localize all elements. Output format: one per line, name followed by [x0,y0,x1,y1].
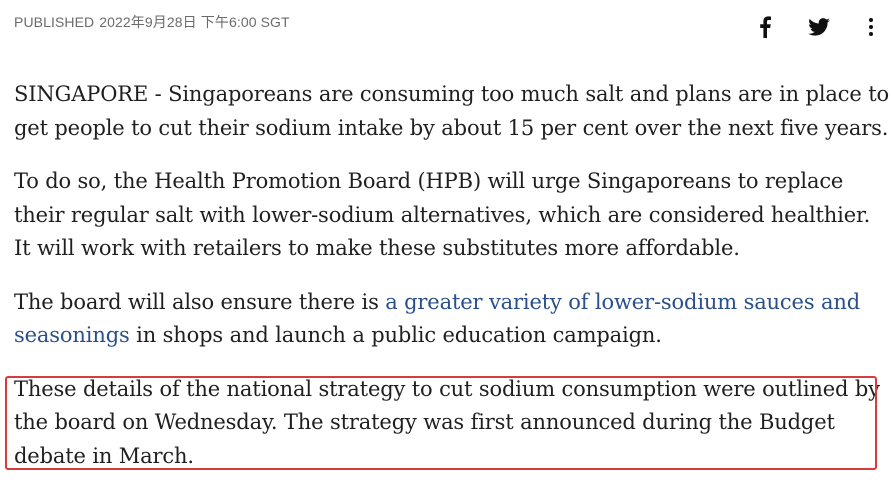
facebook-share-button[interactable] [752,14,778,40]
twitter-icon [808,18,830,36]
paragraph-1: SINGAPORE - Singaporeans are consuming t… [14,82,889,140]
paragraph-2: To do so, the Health Promotion Board (HP… [14,169,871,260]
more-icon [869,18,873,36]
paragraph-3-end: in shops and launch a public education c… [129,323,662,347]
publish-date: 2022年9月28日 下午6:00 SGT [99,14,290,30]
facebook-icon [760,16,771,38]
more-share-button[interactable] [858,14,884,40]
publish-meta: PUBLISHED 2022年9月28日 下午6:00 SGT [14,12,290,32]
paragraph-4: These details of the national strategy t… [14,376,880,468]
published-label: PUBLISHED [14,14,95,30]
article-body: SINGAPORE - Singaporeans are consuming t… [14,78,889,493]
lower-sodium-sauces-link[interactable]: a greater variety of lower-sodium sauces… [14,289,861,348]
paragraph-3-start: The board will also ensure there is [14,289,386,314]
share-bar [752,14,884,40]
twitter-share-button[interactable] [806,14,832,40]
highlight-annotation-box [5,376,877,470]
paragraph-3: The board will also ensure there is a gr… [14,286,889,353]
